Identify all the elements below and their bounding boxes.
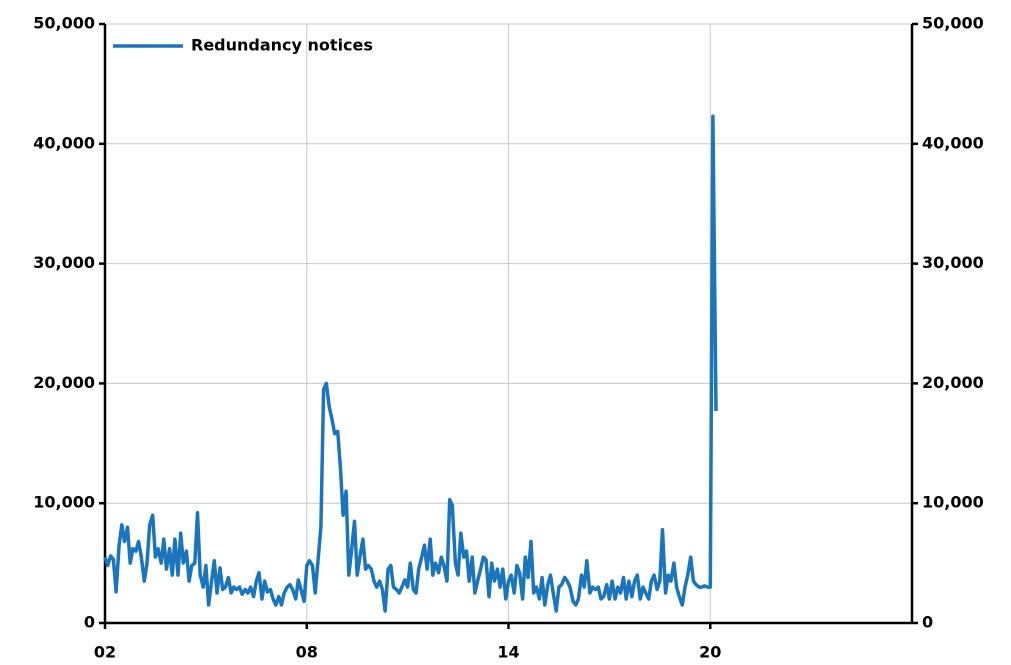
x-tick-label: 02 [94, 643, 116, 662]
y2-tick-label: 0 [922, 613, 933, 632]
y2-tick-label: 40,000 [922, 133, 984, 152]
x-tick-label: 20 [699, 643, 721, 662]
y-tick-label: 20,000 [33, 373, 95, 392]
y-tick-label: 30,000 [33, 253, 95, 272]
x-tick-label: 14 [497, 643, 519, 662]
y-tick-label: 0 [84, 613, 95, 632]
y-tick-label: 50,000 [33, 14, 95, 33]
y2-tick-label: 10,000 [922, 493, 984, 512]
y2-tick-label: 30,000 [922, 253, 984, 272]
legend-label: Redundancy notices [191, 36, 373, 55]
y2-tick-label: 20,000 [922, 373, 984, 392]
x-tick-label: 08 [296, 643, 318, 662]
y2-tick-label: 50,000 [922, 14, 984, 33]
data-line [103, 114, 718, 613]
y-tick-label: 40,000 [33, 133, 95, 152]
y-tick-label: 10,000 [33, 493, 95, 512]
